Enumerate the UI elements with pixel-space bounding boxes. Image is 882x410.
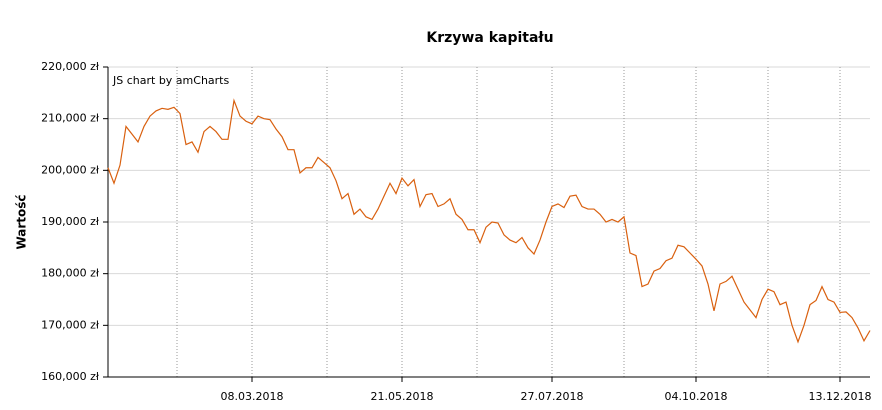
y-tick-label: 210,000 zł <box>41 112 100 125</box>
y-tick-label: 180,000 zł <box>41 267 100 280</box>
chart-title: Krzywa kapitału <box>426 30 553 46</box>
y-tick-label: 200,000 zł <box>41 163 100 176</box>
line-series <box>107 98 871 344</box>
y-tick-label: 170,000 zł <box>41 318 100 331</box>
x-tick-label: 04.10.2018 <box>665 390 728 403</box>
y-tick-label: 190,000 zł <box>41 215 100 228</box>
y-tick-label: 160,000 zł <box>41 370 100 383</box>
x-tick-label: 21.05.2018 <box>371 390 434 403</box>
x-tick-label: 27.07.2018 <box>521 390 584 403</box>
y-axis-title: Wartość <box>15 194 29 249</box>
credit: JS chart by amCharts <box>112 74 229 87</box>
x-tick-label: 08.03.2018 <box>221 390 284 403</box>
y-tick-label: 220,000 zł <box>41 60 100 73</box>
x-tick-label: 13.12.2018 <box>809 390 872 403</box>
